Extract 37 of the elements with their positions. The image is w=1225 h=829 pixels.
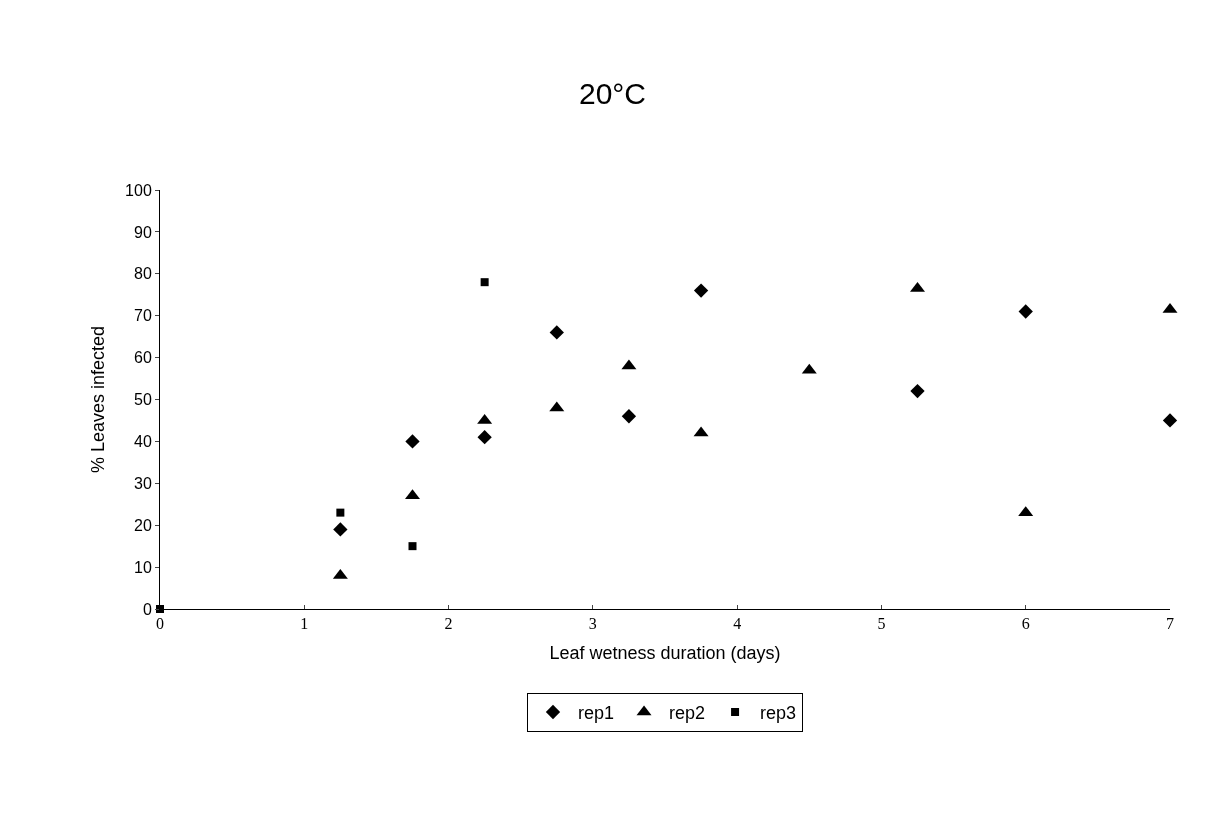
y-tick-label: 70 (134, 307, 152, 325)
y-tick-label: 50 (134, 391, 152, 409)
point (336, 508, 345, 517)
x-tick-label: 7 (1166, 615, 1174, 633)
y-tick-label: 60 (134, 349, 152, 367)
legend-label: rep2 (669, 703, 706, 724)
y-tick-label: 10 (134, 558, 152, 576)
y-tick-label: 20 (134, 516, 152, 534)
x-tick-label: 1 (300, 615, 309, 633)
x-axis-title: Leaf wetness duration (days) (549, 643, 781, 664)
x-tick-label: 4 (733, 615, 742, 633)
legend-label: rep1 (578, 703, 615, 724)
x-tick-label: 2 (444, 615, 453, 633)
y-tick-label: 40 (134, 433, 152, 450)
point (480, 278, 489, 287)
x-tick-label: 6 (1021, 615, 1030, 633)
chart-title: 20°C (578, 76, 647, 110)
y-tick-label: 100 (125, 181, 152, 199)
y-axis-title: % Leaves infected (88, 325, 109, 474)
x-tick-label: 0 (156, 615, 164, 633)
legend-label: rep3 (760, 703, 797, 724)
y-tick-label: 80 (134, 265, 152, 283)
y-tick-label: 0 (142, 600, 152, 618)
y-tick-label: 90 (134, 223, 152, 241)
point (693, 283, 709, 298)
x-tick-label: 3 (588, 615, 597, 633)
point (408, 542, 417, 551)
y-tick-label: 30 (134, 474, 152, 492)
point (910, 383, 925, 399)
point (1162, 413, 1178, 428)
x-tick-label: 5 (877, 615, 886, 633)
point (477, 430, 492, 445)
point (1018, 304, 1033, 319)
point (549, 325, 564, 340)
point (621, 409, 637, 424)
point (405, 434, 420, 449)
point (333, 522, 348, 537)
